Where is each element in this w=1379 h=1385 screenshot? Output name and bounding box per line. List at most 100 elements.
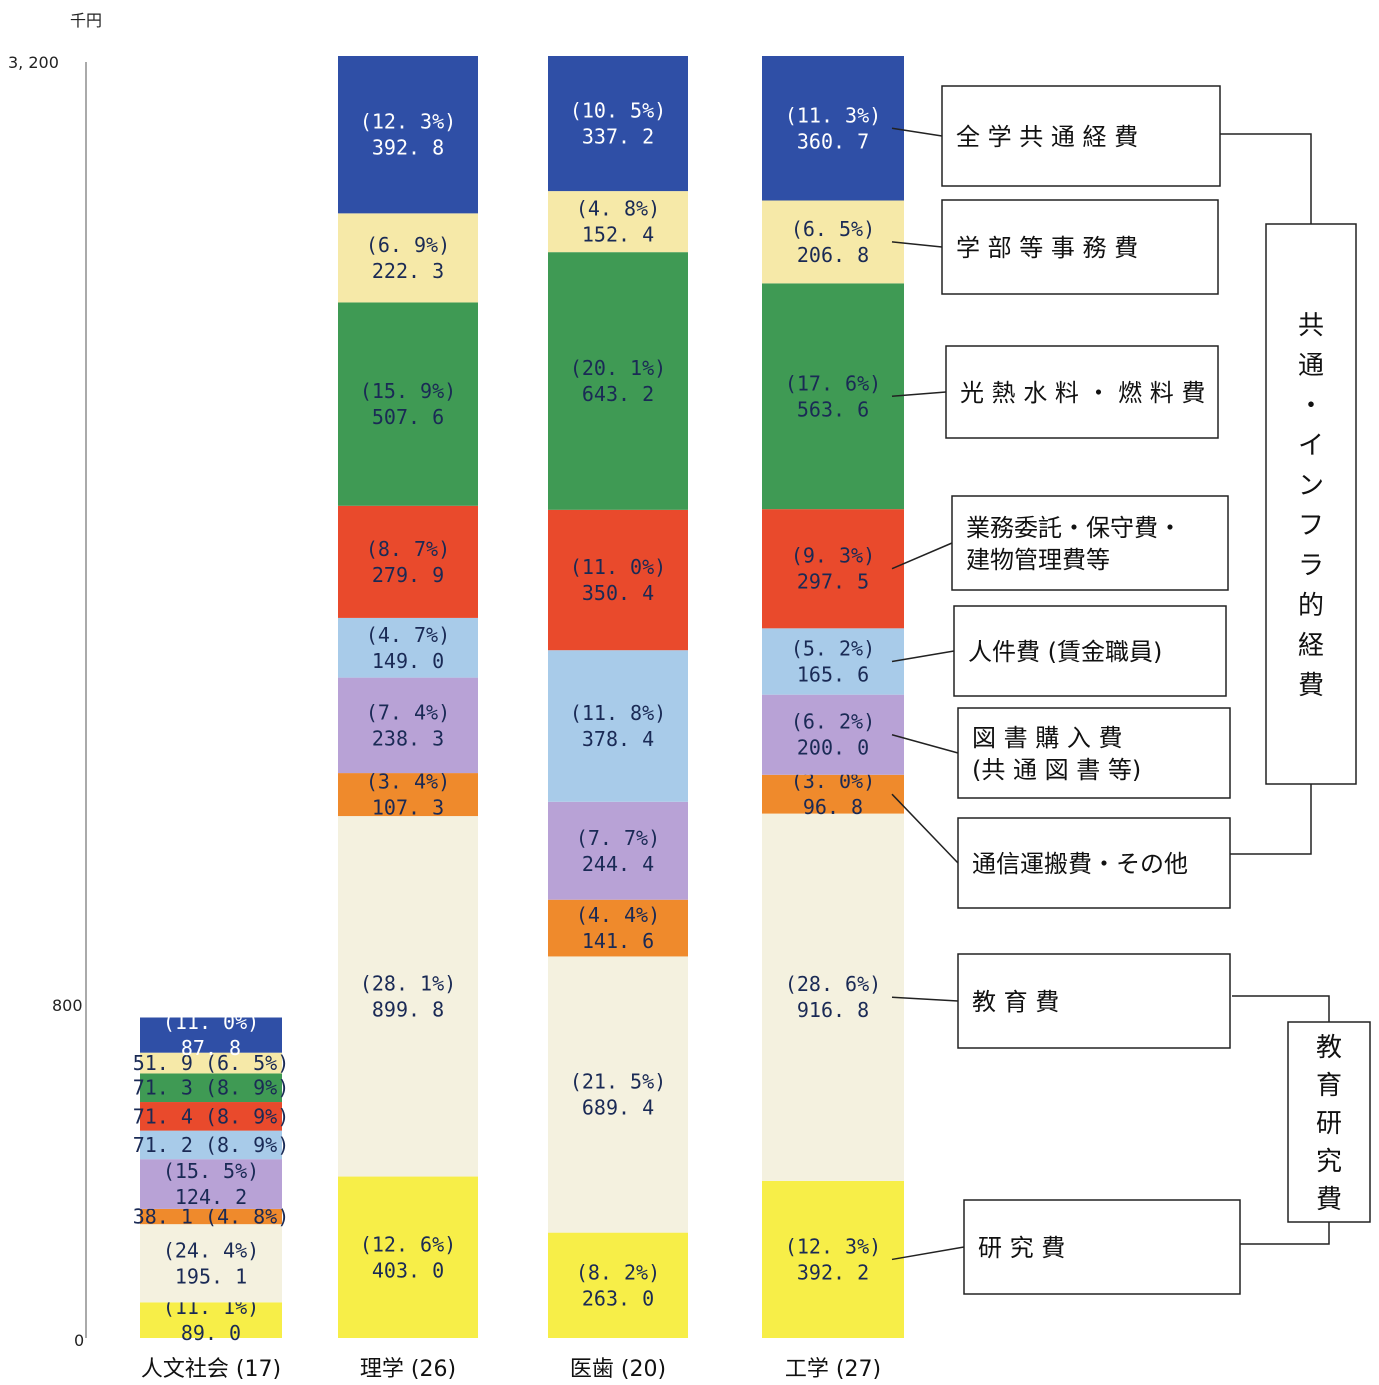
data-label-2-5-0: (11. 0%) <box>570 555 666 579</box>
data-label-2-8-1: 337. 2 <box>582 125 654 149</box>
legend-box-1 <box>957 953 1231 1049</box>
data-label-0-3-0: (15. 5%) <box>163 1159 259 1183</box>
legend-label-1-0: 教 育 費 <box>972 988 1059 1016</box>
bar-2-2 <box>548 899 688 957</box>
data-label-1-8-1: 392. 8 <box>372 136 444 160</box>
data-label-0-1-1: 195. 1 <box>175 1264 247 1288</box>
data-label-0-8-1: 87. 8 <box>181 1036 241 1060</box>
data-label-1-3-1: 238. 3 <box>372 726 444 750</box>
data-label-3-8-0: (11. 3%) <box>785 103 881 127</box>
bar-1-5 <box>338 505 478 618</box>
y-tick-800: 800 <box>52 996 83 1015</box>
data-label-3-0-0: (12. 3%) <box>785 1234 881 1258</box>
data-label-1-6-1: 507. 6 <box>372 405 444 429</box>
legend-box-7 <box>941 199 1219 295</box>
bar-3-0 <box>762 1180 904 1338</box>
bar-2-0 <box>548 1232 688 1338</box>
legend-box-2 <box>957 817 1231 909</box>
bar-3-4 <box>762 628 904 695</box>
data-label-2-6-0: (20. 1%) <box>570 356 666 380</box>
leader-line-4 <box>891 650 955 663</box>
data-label-3-1-1: 916. 8 <box>797 998 869 1022</box>
data-label-3-6-0: (17. 6%) <box>785 371 881 395</box>
category-label-3: 工学 (27) <box>785 1357 881 1382</box>
legend-box-4 <box>953 605 1227 697</box>
bar-3-6 <box>762 283 904 510</box>
data-label-3-4-1: 165. 6 <box>797 663 869 687</box>
data-label-1-7-1: 222. 3 <box>372 259 444 283</box>
bar-3-8 <box>762 56 904 201</box>
data-label-2-0-1: 263. 0 <box>582 1286 654 1310</box>
group-label-char-0-9: 費 <box>1298 671 1324 701</box>
data-label-3-0-1: 392. 2 <box>797 1260 869 1284</box>
data-label-2-2-1: 141. 6 <box>582 929 654 953</box>
leader-line-5 <box>891 542 953 570</box>
group-label-char-1-0: 教 <box>1316 1033 1342 1063</box>
category-labels: 人文社会 (17) 理学 (26) 医歯 (20) 工学 (27) <box>141 1357 881 1382</box>
data-label-3-5-1: 297. 5 <box>797 570 869 594</box>
data-label-2-5-1: 350. 4 <box>582 581 654 605</box>
category-label-1: 理学 (26) <box>360 1357 456 1382</box>
bar-1-8 <box>338 56 478 214</box>
leader-line-8 <box>891 127 943 137</box>
group-bracket-1-1 <box>1240 1222 1330 1245</box>
group-label-char-0-1: 通 <box>1298 351 1324 381</box>
bar-3-1 <box>762 813 904 1181</box>
y-axis: 千円 3, 200 800 0 <box>8 11 102 1350</box>
data-label-0-0-1: 89. 0 <box>181 1321 241 1345</box>
data-label-2-6-1: 643. 2 <box>582 382 654 406</box>
data-label-0-4-0: 71. 2 (8. 9%) <box>133 1133 290 1157</box>
legend-label-7-0: 学 部 等 事 務 費 <box>956 234 1138 262</box>
group-label-char-1-1: 育 <box>1316 1071 1342 1101</box>
bar-2-8 <box>548 56 688 192</box>
group-label-char-1-3: 究 <box>1316 1147 1342 1177</box>
data-label-3-2-1: 96. 8 <box>803 795 863 819</box>
group-label-char-0-6: ラ <box>1298 551 1324 581</box>
legend-box-3 <box>957 707 1231 799</box>
leader-line-1 <box>891 996 959 1002</box>
data-label-0-3-1: 124. 2 <box>175 1185 247 1209</box>
bar-0-0 <box>140 1302 282 1338</box>
data-label-3-4-0: (5. 2%) <box>791 637 875 661</box>
bar-0-8 <box>140 1017 282 1053</box>
bar-3-3 <box>762 694 904 775</box>
leader-line-7 <box>891 241 943 248</box>
bar-2-1 <box>548 956 688 1233</box>
data-label-1-3-0: (7. 4%) <box>366 700 450 724</box>
legend-box-8 <box>941 85 1221 187</box>
legend-label-6-0: 光 熱 水 料 ・ 燃 料 費 <box>960 379 1205 407</box>
data-label-2-0-0: (8. 2%) <box>576 1260 660 1284</box>
bar-0-2 <box>140 1208 282 1225</box>
data-label-2-7-0: (4. 8%) <box>576 197 660 221</box>
bar-2-7 <box>548 191 688 253</box>
bar-0-3 <box>140 1159 282 1209</box>
bar-2-6 <box>548 252 688 510</box>
group-label-char-0-2: ・ <box>1298 391 1324 421</box>
data-label-0-7-0: 51. 9 (6. 5%) <box>133 1051 290 1075</box>
data-label-3-3-1: 200. 0 <box>797 736 869 760</box>
data-label-2-2-0: (4. 4%) <box>576 903 660 927</box>
y-unit-label: 千円 <box>70 11 102 30</box>
group-label-char-0-7: 的 <box>1298 591 1324 621</box>
group-label-char-0-4: ン <box>1298 471 1324 501</box>
legend-label-4-0: 人件費 (賃金職員) <box>968 638 1162 666</box>
data-label-2-4-0: (11. 8%) <box>570 701 666 725</box>
y-tick-3200: 3, 200 <box>8 53 59 72</box>
group-bracket-0-0 <box>1220 133 1312 224</box>
data-label-3-3-0: (6. 2%) <box>791 710 875 734</box>
data-label-1-4-1: 149. 0 <box>372 649 444 673</box>
data-label-3-6-1: 563. 6 <box>797 397 869 421</box>
group-label-char-0-8: 経 <box>1298 631 1324 661</box>
legend-label-8-0: 全 学 共 通 経 費 <box>956 123 1138 151</box>
category-label-2: 医歯 (20) <box>570 1357 666 1382</box>
data-label-1-1-0: (28. 1%) <box>360 971 456 995</box>
data-label-2-3-0: (7. 7%) <box>576 826 660 850</box>
leader-line-0 <box>891 1246 965 1261</box>
legend-label-5-0: 業務委託・保守費・ <box>966 514 1182 542</box>
bar-0-1 <box>140 1224 282 1303</box>
group-box-0 <box>1265 223 1357 785</box>
data-label-2-4-1: 378. 4 <box>582 727 654 751</box>
data-label-1-2-0: (3. 4%) <box>366 770 450 794</box>
data-label-0-5-0: 71. 4 (8. 9%) <box>133 1104 290 1128</box>
